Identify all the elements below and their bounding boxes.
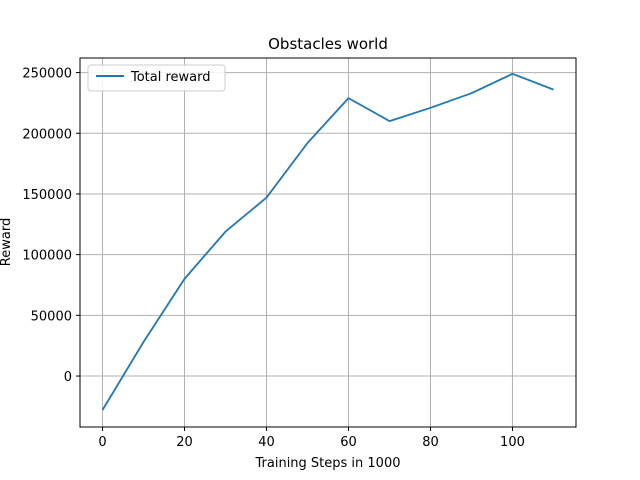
y-tick-label: 100000 xyxy=(22,249,72,264)
y-tick-label: 150000 xyxy=(22,188,72,203)
y-tick-label: 0 xyxy=(64,370,72,385)
y-tick-label: 200000 xyxy=(22,127,72,142)
legend-box xyxy=(87,64,226,92)
y-axis-title: Reward xyxy=(0,218,14,266)
series-group xyxy=(101,72,554,411)
legend-label: Total reward xyxy=(130,70,211,85)
y-tick-label: 50000 xyxy=(31,309,72,324)
legend: Total reward xyxy=(87,64,226,92)
x-axis-title: Training Steps in 1000 xyxy=(255,456,401,471)
series-line-total-reward xyxy=(101,72,554,411)
plot-frame xyxy=(79,57,577,428)
x-tick-label: 0 xyxy=(98,435,106,450)
grid xyxy=(80,58,576,427)
x-tick-label: 20 xyxy=(176,435,193,450)
x-tick-label: 100 xyxy=(500,435,525,450)
ticks: 0 20 40 60 80 100 0 50000 100000 150000 200000 2500… xyxy=(22,67,525,450)
y-tick-label: 250000 xyxy=(22,67,72,82)
x-tick-label: 60 xyxy=(340,435,357,450)
x-tick-label: 40 xyxy=(258,435,275,450)
x-tick-label: 80 xyxy=(422,435,439,450)
chart-title: Obstacles world xyxy=(268,35,388,53)
